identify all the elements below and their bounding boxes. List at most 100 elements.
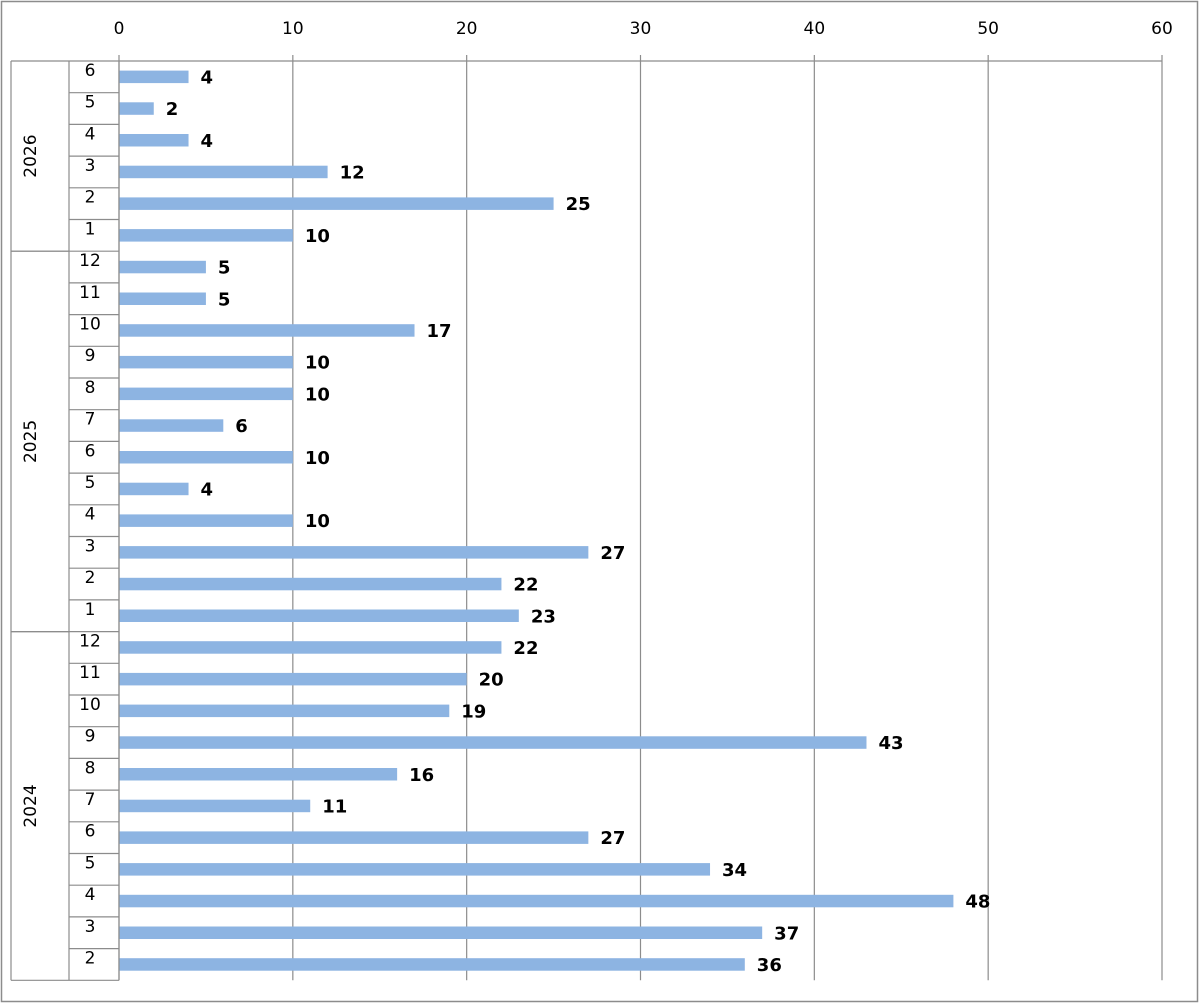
bar	[119, 387, 293, 401]
data-label: 6	[235, 416, 248, 437]
category-label: 9	[85, 346, 96, 366]
data-label: 23	[531, 606, 556, 627]
bars	[119, 70, 954, 971]
category-label: 6	[85, 822, 96, 842]
bar	[119, 134, 189, 147]
bar	[119, 577, 502, 591]
category-label: 12	[79, 251, 101, 271]
x-tick-label: 60	[1151, 19, 1173, 39]
bar	[119, 641, 502, 654]
data-labels: 4 2 4 12 25 10 5 5 17 10 10 6 10 4 10 27 22 23 22 20 19 43 16 1…	[166, 67, 991, 976]
data-label: 5	[218, 289, 231, 310]
bar	[119, 292, 206, 305]
category-label: 3	[85, 917, 96, 937]
data-label: 19	[461, 701, 486, 722]
data-label: 10	[305, 353, 330, 374]
category-label: 5	[85, 93, 96, 113]
category-label: 7	[85, 410, 96, 430]
bar	[119, 514, 293, 527]
category-label: 8	[85, 378, 96, 398]
category-label: 4	[85, 505, 96, 525]
data-label: 10	[305, 384, 330, 405]
group-label: 2025	[21, 420, 41, 463]
bar	[119, 546, 589, 559]
x-tick-label: 30	[630, 19, 652, 39]
data-label: 4	[201, 131, 214, 152]
category-label: 4	[85, 885, 96, 905]
data-label: 27	[600, 543, 625, 564]
category-label: 11	[79, 283, 101, 303]
bar	[119, 894, 954, 908]
gridlines	[118, 55, 1163, 981]
bar	[119, 70, 189, 84]
data-label: 34	[722, 860, 747, 881]
category-label: 9	[85, 727, 96, 747]
category-label: 2	[85, 188, 96, 208]
data-label: 12	[340, 162, 365, 183]
category-label: 3	[85, 536, 96, 556]
category-axis: 6 5 4 3 2 1 12 11 10 9 8 7 6 5 4 3 2 1 12 11 10 9 8 7 6 5 4 3 2 2026 2…	[10, 60, 120, 981]
category-label: 8	[85, 758, 96, 778]
data-label: 20	[479, 670, 504, 691]
x-tick-label: 20	[456, 19, 478, 39]
bar	[119, 609, 519, 622]
bar	[119, 672, 467, 686]
category-label: 5	[85, 853, 96, 873]
bar	[119, 482, 189, 496]
category-label: 11	[79, 663, 101, 683]
bar	[119, 736, 867, 749]
category-label: 1	[85, 219, 96, 239]
category-label: 7	[85, 790, 96, 810]
data-label: 17	[427, 321, 452, 342]
bar	[119, 324, 415, 337]
data-label: 43	[878, 733, 903, 754]
x-tick-label: 50	[977, 19, 999, 39]
data-label: 22	[513, 575, 538, 596]
x-tick-label: 0	[114, 19, 125, 39]
bar	[119, 958, 745, 971]
data-label: 4	[201, 67, 214, 88]
category-label: 6	[85, 441, 96, 461]
bar	[119, 419, 224, 432]
data-label: 10	[305, 448, 330, 469]
group-label: 2026	[21, 134, 41, 177]
group-label: 2024	[21, 784, 41, 827]
bar	[119, 165, 328, 179]
bar	[119, 102, 154, 115]
data-label: 48	[965, 892, 990, 913]
x-axis-ticks: 0 10 20 30 40 50 60	[114, 19, 1173, 39]
bar	[119, 831, 589, 844]
bar	[119, 451, 293, 464]
data-label: 11	[322, 796, 347, 817]
data-label: 4	[201, 479, 214, 500]
bar	[119, 704, 450, 718]
category-label: 5	[85, 473, 96, 493]
data-label: 5	[218, 258, 231, 279]
bar	[119, 799, 311, 813]
data-label: 22	[513, 638, 538, 659]
data-label: 10	[305, 226, 330, 247]
data-label: 36	[757, 955, 782, 976]
bar	[119, 863, 711, 876]
category-label: 6	[85, 61, 96, 81]
category-label: 2	[85, 948, 96, 968]
category-label: 10	[79, 695, 101, 715]
bar	[119, 355, 293, 369]
data-label: 27	[600, 828, 625, 849]
data-label: 25	[566, 194, 591, 215]
bar	[119, 926, 763, 939]
bar	[119, 229, 293, 242]
data-label: 2	[166, 99, 179, 120]
data-label: 16	[409, 765, 434, 786]
x-tick-label: 10	[282, 19, 304, 39]
bar	[119, 197, 554, 210]
category-label: 12	[79, 631, 101, 651]
x-tick-label: 40	[804, 19, 826, 39]
bar	[119, 260, 206, 274]
category-label: 10	[79, 314, 101, 334]
bar	[119, 768, 398, 781]
category-label: 1	[85, 600, 96, 620]
